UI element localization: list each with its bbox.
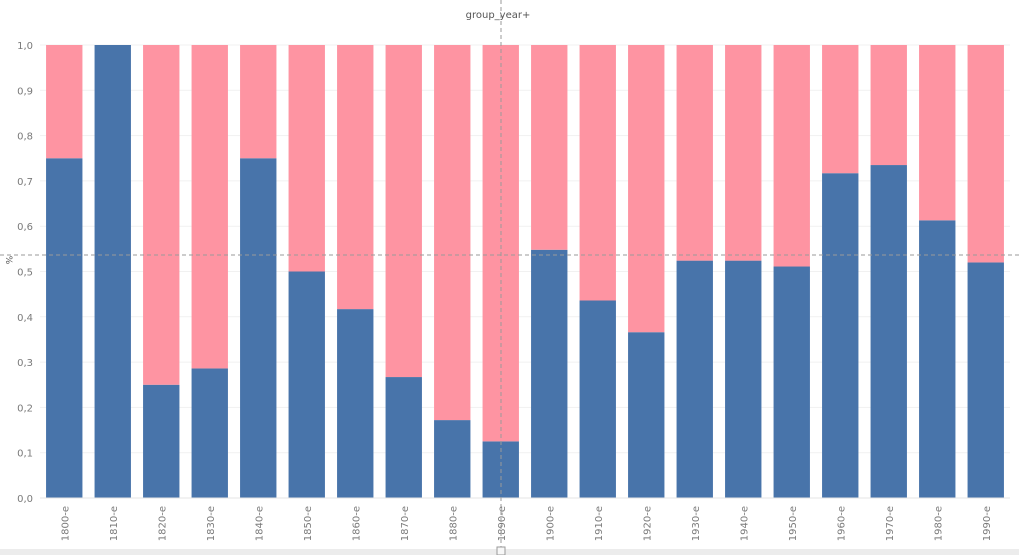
y-tick-label: 0,1 [17,449,33,460]
y-tick-label: 0,9 [17,86,33,97]
bar-1890-e-group_b[interactable] [482,45,519,442]
y-tick-label: 0,2 [17,403,33,414]
y-tick-label: 0,0 [17,494,33,505]
bar-1910-e-group_b[interactable] [579,45,616,301]
bar-1970-e-group_a[interactable] [870,165,907,499]
bar-1980-e-group_b[interactable] [919,45,956,221]
x-tick-label: 1980-e [933,506,944,541]
bar-1900-e-group_a[interactable] [531,249,568,498]
bar-1950-e-group_b[interactable] [773,45,810,267]
bar-1800-e-group_a[interactable] [46,158,83,498]
bar-1820-e-group_b[interactable] [143,45,180,385]
x-tick-label: 1910-e [594,506,605,541]
horizontal-scrollbar-handle[interactable] [496,546,506,555]
x-tick-label: 1990-e [982,506,993,541]
bars [46,45,1004,499]
x-tick-label: 1970-e [885,506,896,541]
bar-1940-e-group_b[interactable] [725,45,762,261]
bar-1860-e-group_b[interactable] [337,45,374,310]
bar-1810-e-group_a[interactable] [94,45,131,498]
bar-1880-e-group_b[interactable] [434,45,471,421]
bar-1870-e-group_a[interactable] [385,377,422,498]
x-tick-label: 1890-e [497,506,508,541]
bar-1970-e-group_b[interactable] [870,45,907,166]
bar-1990-e-group_a[interactable] [967,262,1004,498]
x-tick-label: 1870-e [400,506,411,541]
bar-1860-e-group_a[interactable] [337,309,374,498]
gridlines [40,44,1010,499]
bar-1850-e-group_a[interactable] [288,271,325,499]
bar-1920-e-group_a[interactable] [628,332,665,498]
x-tick-label: 1850-e [303,506,314,541]
y-tick-label: 1,0 [17,41,33,52]
x-tick-label: 1900-e [545,506,556,541]
bar-1840-e-group_b[interactable] [240,45,277,159]
x-tick-label: 1950-e [788,506,799,541]
bar-1930-e-group_b[interactable] [676,45,713,261]
bar-1800-e-group_b[interactable] [46,45,83,159]
x-tick-label: 1800-e [60,506,71,541]
x-tick-label: 1960-e [836,506,847,541]
bar-1960-e-group_b[interactable] [822,45,859,174]
bar-1930-e-group_a[interactable] [676,260,713,498]
x-axis-ticks: 1800-e 1810-e 1820-e 1830-e 1840-e 1850-e 1860… [60,506,993,541]
bar-1940-e-group_a[interactable] [725,260,762,498]
bar-1870-e-group_b[interactable] [385,45,422,378]
bar-1920-e-group_b[interactable] [628,45,665,333]
x-tick-label: 1920-e [642,506,653,541]
bar-1830-e-group_b[interactable] [191,45,228,369]
bar-1950-e-group_a[interactable] [773,266,810,498]
bar-1830-e-group_a[interactable] [191,368,228,498]
bar-1840-e-group_a[interactable] [240,158,277,498]
y-tick-label: 0,3 [17,358,33,369]
x-tick-label: 1880-e [448,506,459,541]
bar-1880-e-group_a[interactable] [434,420,471,498]
y-tick-label: 0,5 [17,268,33,279]
x-tick-label: 1830-e [206,506,217,541]
bar-1910-e-group_a[interactable] [579,300,616,498]
bar-1980-e-group_a[interactable] [919,220,956,498]
bar-1990-e-group_b[interactable] [967,45,1004,263]
chart-title: group_year+ [466,10,531,21]
x-tick-label: 1840-e [254,506,265,541]
y-tick-label: 0,6 [17,222,33,233]
x-tick-label: 1940-e [739,506,750,541]
bar-1900-e-group_b[interactable] [531,45,568,250]
bar-1850-e-group_b[interactable] [288,45,325,272]
y-axis-title: % [3,256,13,265]
x-tick-label: 1860-e [351,506,362,541]
x-tick-label: 1810-e [109,506,120,541]
x-tick-label: 1820-e [157,506,168,541]
y-axis-ticks: 0,0 0,1 0,2 0,3 0,4 0,5 0,6 0,7 0,8 0,9 1,0 [17,41,33,505]
y-tick-label: 0,7 [17,177,33,188]
x-tick-label: 1930-e [691,506,702,541]
y-tick-label: 0,8 [17,132,33,143]
bar-1820-e-group_a[interactable] [143,384,180,498]
bar-1960-e-group_a[interactable] [822,173,859,498]
horizontal-scrollbar-track[interactable] [0,549,1019,555]
y-tick-label: 0,4 [17,313,33,324]
